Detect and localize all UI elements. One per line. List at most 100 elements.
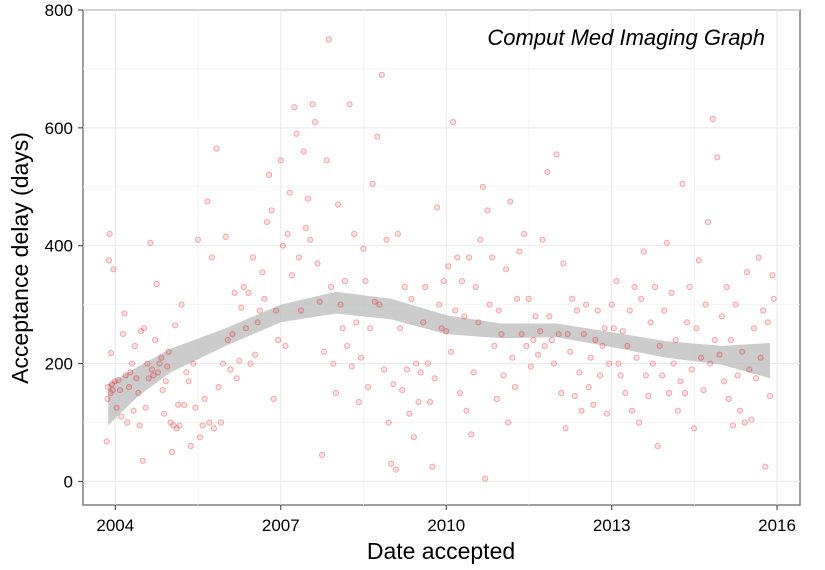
data-point <box>633 354 640 361</box>
data-point <box>231 289 238 296</box>
data-point <box>677 378 684 385</box>
data-point <box>334 201 342 208</box>
data-point <box>378 71 385 78</box>
data-point <box>714 154 721 161</box>
data-point <box>355 398 362 405</box>
data-point <box>743 269 751 276</box>
data-point <box>337 301 344 308</box>
data-point <box>525 295 532 302</box>
data-point <box>438 325 445 332</box>
chart-annotation: Comput Med Imaging Graph <box>487 25 765 50</box>
data-point <box>127 369 134 376</box>
data-point <box>578 407 585 414</box>
data-point <box>113 404 120 411</box>
data-point <box>449 118 457 126</box>
x-tick-label: 2010 <box>427 516 465 535</box>
data-point <box>463 407 470 414</box>
data-point <box>369 180 376 187</box>
data-point <box>279 242 286 249</box>
grid-lines <box>83 9 800 505</box>
data-point <box>178 301 185 308</box>
data-point <box>716 351 723 358</box>
data-point <box>125 384 133 391</box>
data-point <box>466 254 473 261</box>
data-point <box>746 366 753 373</box>
data-point <box>119 331 127 338</box>
data-point <box>133 375 140 382</box>
data-point <box>663 239 670 246</box>
data-point <box>672 336 679 344</box>
data-point <box>583 301 590 308</box>
data-point <box>721 378 728 385</box>
data-point <box>381 366 388 373</box>
data-point <box>479 183 486 190</box>
axes: 0 200 400 600 800 2004 2007 2010 2013 2016 <box>45 1 796 535</box>
data-point <box>686 283 693 291</box>
data-point <box>493 395 500 402</box>
data-point <box>291 104 298 111</box>
data-point <box>541 342 548 349</box>
data-point <box>693 325 700 332</box>
y-tick-label: 200 <box>45 355 73 374</box>
data-point <box>256 307 263 314</box>
data-point <box>397 325 404 332</box>
data-point <box>521 230 528 237</box>
data-point <box>461 313 468 320</box>
data-point <box>535 351 542 358</box>
data-point <box>192 404 199 411</box>
data-point <box>108 381 116 388</box>
data-point <box>249 254 257 261</box>
data-point <box>154 369 162 376</box>
data-point <box>268 207 275 214</box>
data-point <box>233 375 240 382</box>
data-point <box>261 295 268 302</box>
data-point <box>477 236 484 243</box>
data-point <box>594 307 601 314</box>
data-point <box>196 434 204 441</box>
data-point <box>527 363 534 370</box>
data-point <box>649 360 657 367</box>
data-point <box>760 307 767 314</box>
data-point <box>145 375 152 382</box>
data-point <box>105 384 112 391</box>
data-point <box>229 331 236 338</box>
data-point <box>348 363 355 370</box>
data-point <box>755 254 762 261</box>
data-point <box>156 360 163 367</box>
data-point <box>470 369 477 376</box>
data-point <box>215 384 222 391</box>
data-point <box>406 410 413 417</box>
data-point <box>159 387 166 394</box>
data-point <box>339 325 346 332</box>
data-point <box>104 395 111 402</box>
data-point <box>652 283 659 291</box>
data-point <box>252 351 259 358</box>
data-point <box>364 384 372 391</box>
data-point <box>168 448 175 456</box>
data-point <box>318 451 326 458</box>
data-point <box>115 377 122 384</box>
data-point <box>240 283 247 291</box>
data-point <box>139 457 146 464</box>
data-point <box>537 328 544 335</box>
data-point <box>426 398 434 405</box>
data-point <box>346 101 353 108</box>
data-point <box>770 295 777 302</box>
data-point <box>190 360 197 367</box>
data-point <box>638 295 645 302</box>
data-point <box>173 425 180 432</box>
data-point <box>530 336 537 344</box>
data-point <box>615 360 622 367</box>
data-point <box>695 257 702 264</box>
data-point <box>495 307 502 314</box>
data-point <box>204 198 211 205</box>
data-point <box>433 204 441 211</box>
data-point <box>429 463 436 470</box>
data-point <box>697 354 705 361</box>
confidence-band <box>108 291 770 426</box>
data-point <box>452 307 459 314</box>
data-point <box>325 36 332 43</box>
data-point <box>550 360 558 367</box>
data-point <box>321 348 328 355</box>
data-point <box>636 419 643 426</box>
